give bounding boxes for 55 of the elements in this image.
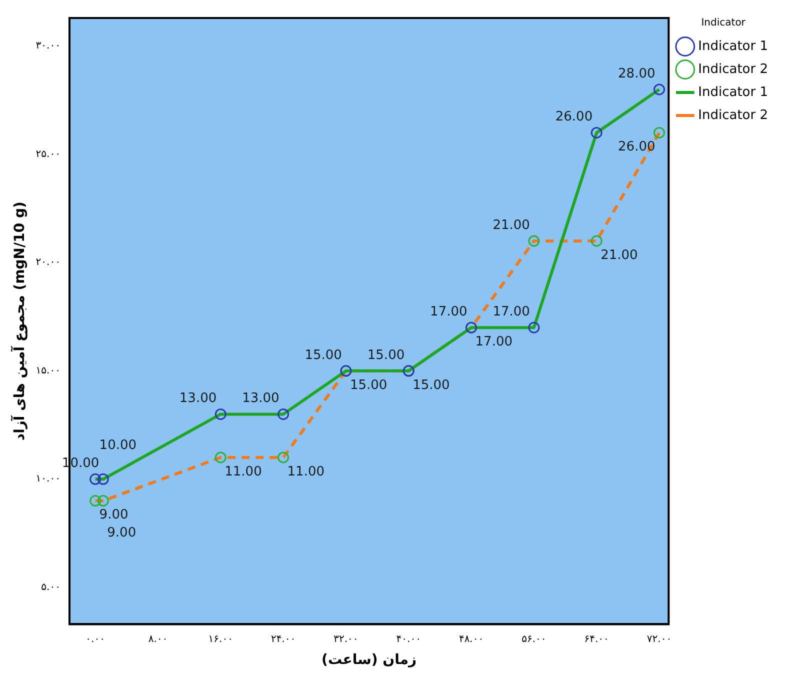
point (528, 235, 540, 247)
data-label: 13.00 (179, 391, 217, 406)
data-label: 17.00 (475, 334, 512, 350)
data-label: 9.00 (107, 526, 136, 541)
data-label: 10.00 (99, 438, 137, 454)
point (590, 235, 602, 247)
y-tick-label: ۵.۰۰ (41, 582, 60, 593)
y-tick-label: ۲۵.۰۰ (36, 148, 60, 160)
data-label: 17.00 (492, 304, 530, 320)
x-axis-title: زمان (ساعت) (322, 652, 417, 668)
point (214, 452, 226, 464)
point (278, 452, 290, 464)
x-tick-label: ۱۶.۰۰ (208, 634, 233, 645)
legend-label: Indicator 1 (698, 38, 768, 54)
data-label: 26.00 (555, 110, 593, 125)
point (590, 126, 602, 138)
x-tick-label: ۷۲.۰۰ (646, 634, 672, 645)
data-label: 15.00 (412, 378, 450, 393)
data-label: 17.00 (430, 304, 468, 320)
data-label: 9.00 (99, 508, 128, 523)
x-tick-label: ۰.۰۰ (86, 634, 105, 645)
legend-label: Indicator 1 (698, 84, 768, 100)
legend-label: Indicator 2 (698, 62, 768, 77)
x-tick-label: ۴۸.۰۰ (458, 634, 484, 645)
y-axis-title: مجموع آمین های آزاد (mgN/10 g) (10, 202, 28, 441)
point (97, 473, 109, 485)
data-label: 21.00 (492, 218, 530, 233)
data-label: 28.00 (618, 66, 656, 82)
data-label: 13.00 (242, 391, 280, 406)
y-tick-label: ۱۰.۰۰ (36, 474, 60, 485)
y-tick-label: ۱۵.۰۰ (36, 365, 60, 376)
point (528, 322, 540, 334)
x-tick-label: ۳۲.۰۰ (334, 634, 358, 645)
data-label: 11.00 (224, 464, 262, 480)
x-tick-label: ۸.۰۰ (148, 634, 168, 645)
data-label: 21.00 (600, 248, 638, 263)
point (90, 473, 102, 485)
point (97, 495, 109, 507)
point (654, 126, 665, 138)
data-label: 11.00 (287, 464, 325, 480)
x-tick-label: ۶۴.۰۰ (584, 634, 609, 645)
x-tick-label: ۴۰.۰۰ (396, 634, 421, 645)
point (278, 408, 290, 420)
point (90, 495, 102, 507)
y-tick-label: ۲۰.۰۰ (36, 257, 60, 268)
legend-label: Indicator 2 (698, 108, 768, 123)
point (654, 84, 665, 96)
y-tick-label: ۳۰.۰۰ (36, 40, 60, 52)
data-label: 15.00 (304, 348, 342, 363)
x-tick-label: ۲۴.۰۰ (270, 634, 296, 645)
data-label: 15.00 (367, 348, 405, 363)
legend-title: Indicator (701, 18, 746, 29)
x-tick-label: ۵۶.۰۰ (522, 634, 546, 645)
point (214, 408, 226, 420)
data-label: 15.00 (350, 378, 388, 393)
